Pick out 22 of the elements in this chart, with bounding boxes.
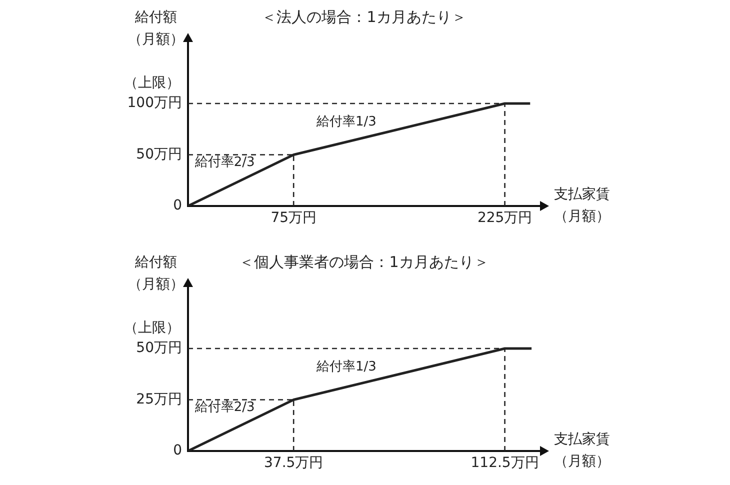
x-tick-label: 37.5万円 xyxy=(264,455,324,472)
x-tick-label: 225万円 xyxy=(477,210,532,226)
y-tick-label: 50万円 xyxy=(136,146,182,162)
x-tick-label: 112.5万円 xyxy=(470,455,539,472)
text: （上限） xyxy=(124,320,180,336)
y-tick-label: 0 xyxy=(173,198,182,214)
text: （上限） xyxy=(124,75,180,92)
y-tick-label: 0 xyxy=(173,442,182,459)
y-tick-label: 25万円 xyxy=(136,391,182,408)
y-axis-title: 給付額（月額） xyxy=(128,254,184,293)
x-axis-title: 支払家賃（月額） xyxy=(554,186,610,225)
x-axis-title: 支払家賃（月額） xyxy=(554,432,610,470)
annotation: 給付率2/3 xyxy=(194,154,255,170)
annotation: 給付率2/3 xyxy=(194,398,255,415)
chart-title: ＜法人の場合：1カ月あたり＞ xyxy=(262,8,466,26)
y-tick-label: 50万円 xyxy=(136,340,182,356)
x-tick-label: 75万円 xyxy=(270,210,317,226)
annotation: 給付率1/3 xyxy=(315,113,376,130)
y-tick-label: 100万円 xyxy=(127,95,182,112)
annotation: 給付率1/3 xyxy=(315,358,376,374)
y-axis-title: 給付額（月額） xyxy=(128,10,184,48)
chart-title: ＜個人事業者の場合：1カ月あたり＞ xyxy=(239,252,489,271)
